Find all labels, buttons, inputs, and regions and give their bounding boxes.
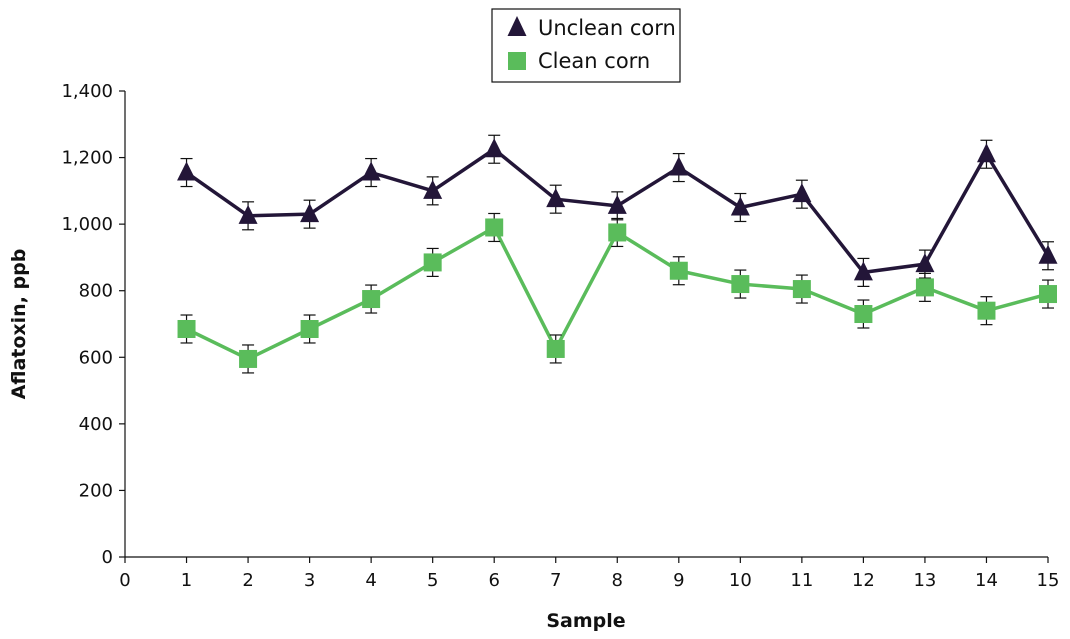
x-tick-label: 3 [304,570,315,591]
y-tick-label: 1,000 [61,214,113,235]
data-point-clean [362,290,381,309]
legend-unclean-triangle-icon [507,16,527,36]
series-layer [177,134,1058,374]
x-tick-label: 0 [119,570,130,591]
y-axis-title: Aflatoxin, ppb [8,249,30,400]
x-tick-label: 4 [365,570,376,591]
x-tick-label: 9 [673,570,684,591]
x-tick-label: 2 [242,570,253,591]
data-point-unclean [546,188,566,208]
x-tick-label: 5 [427,570,438,591]
data-point-unclean [607,194,627,214]
y-tick-label: 1,400 [61,81,113,102]
data-point-clean [915,278,934,297]
y-tick-label: 800 [79,281,113,302]
y-axis-ticks: 0 200 400 600 800 1,000 1,200 1,400 [61,81,125,568]
y-tick-label: 400 [79,414,113,435]
data-point-clean [977,301,996,320]
data-point-unclean [177,161,197,181]
legend-unclean-label: Unclean corn [538,16,676,40]
x-tick-label: 12 [852,570,875,591]
data-point-unclean [423,179,443,199]
y-tick-label: 1,200 [61,148,113,169]
data-point-clean [546,339,565,358]
data-point-clean [177,319,196,338]
data-point-unclean [361,161,381,181]
data-point-clean [239,349,258,368]
x-axis-ticks: 0 1 2 3 4 5 6 7 8 9 10 11 12 13 14 15 [119,557,1059,591]
data-point-unclean [915,253,935,273]
x-axis-title: Sample [546,610,625,632]
data-point-clean [792,280,811,299]
data-point-clean [485,218,504,237]
data-point-unclean [238,204,258,224]
data-point-clean [423,253,442,272]
legend: Unclean corn Clean corn [491,8,681,83]
data-point-unclean [792,183,812,203]
legend-clean-label: Clean corn [538,49,650,73]
legend-clean-square-icon [508,52,526,70]
x-tick-label: 7 [550,570,561,591]
data-point-clean [1039,285,1057,304]
x-tick-label: 8 [612,570,623,591]
data-point-unclean [976,143,996,163]
series-clean [177,212,1057,374]
axes [124,91,1048,558]
x-tick-label: 13 [913,570,936,591]
data-point-clean [731,275,750,294]
data-point-clean [300,319,319,338]
y-tick-label: 200 [79,480,113,501]
x-tick-label: 10 [729,570,752,591]
x-tick-label: 15 [1037,570,1060,591]
data-point-clean [669,261,688,280]
data-point-unclean [730,196,750,216]
data-point-unclean [300,203,320,223]
data-point-clean [608,223,627,242]
x-tick-label: 6 [488,570,499,591]
data-point-unclean [669,156,689,176]
x-tick-label: 14 [975,570,998,591]
data-point-unclean [484,138,504,158]
series-unclean [177,134,1058,287]
y-tick-label: 600 [79,347,113,368]
data-point-clean [854,305,873,324]
data-point-unclean [853,261,873,281]
x-tick-label: 11 [790,570,813,591]
x-tick-label: 1 [181,570,192,591]
y-tick-label: 0 [102,547,113,568]
data-point-unclean [1038,244,1058,264]
